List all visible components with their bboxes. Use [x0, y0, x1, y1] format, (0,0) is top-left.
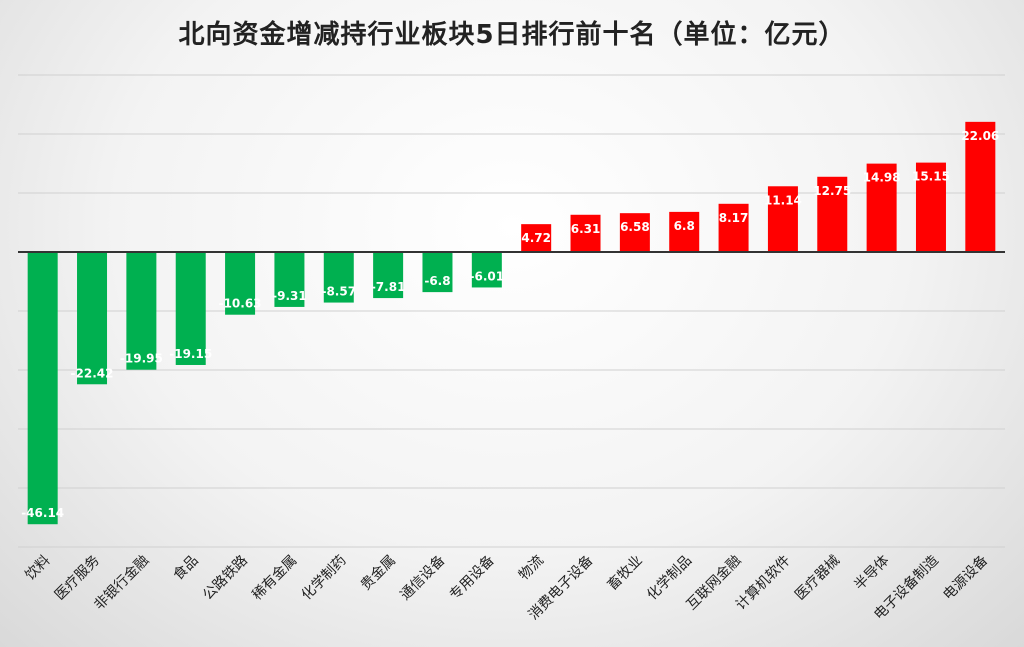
category-label-6: 化学制药 [299, 553, 350, 604]
data-label-2: -19.95 [120, 352, 163, 366]
bar-16 [817, 176, 848, 252]
data-label-16: 12.75 [813, 184, 851, 198]
data-label-13: 6.8 [674, 219, 695, 233]
bar-12 [619, 213, 650, 252]
bar-4 [225, 252, 256, 315]
bar-0 [27, 252, 58, 525]
category-label-17: 半导体 [851, 553, 892, 594]
category-label-3: 食品 [170, 552, 202, 584]
category-label-4: 公路铁路 [200, 553, 251, 604]
data-label-12: 6.58 [620, 220, 650, 234]
category-label-13: 化学制品 [644, 553, 695, 604]
bar-7 [373, 252, 404, 299]
data-label-18: 15.15 [912, 170, 950, 184]
category-label-12: 畜牧业 [605, 553, 646, 594]
data-label-11: 6.31 [571, 222, 601, 236]
bar-5 [274, 252, 305, 307]
bar-3 [175, 252, 206, 365]
bar-11 [570, 214, 601, 252]
data-label-10: 4.72 [521, 231, 551, 245]
data-label-0: -46.14 [21, 506, 64, 520]
category-label-0: 饮料 [22, 553, 53, 584]
data-label-8: -6.8 [424, 274, 450, 288]
bar-6 [323, 252, 354, 303]
bar-15 [767, 186, 798, 252]
bar-18 [915, 162, 946, 252]
data-label-17: 14.98 [863, 171, 901, 185]
data-label-9: -6.01 [470, 269, 505, 283]
bar-2 [126, 252, 157, 370]
bar-9 [471, 252, 502, 288]
bar-17 [866, 163, 897, 252]
category-label-7: 贵金属 [358, 553, 399, 594]
category-label-16: 医疗器械 [792, 553, 843, 604]
data-label-7: -7.81 [371, 280, 406, 294]
data-label-3: -19.15 [169, 347, 212, 361]
category-label-1: 医疗服务 [52, 553, 103, 604]
bar-8 [422, 252, 453, 293]
data-label-19: 22.06 [961, 129, 999, 143]
data-label-1: -22.42 [71, 366, 114, 380]
bar-1 [77, 252, 108, 385]
data-label-5: -9.31 [272, 289, 307, 303]
data-label-14: 8.17 [719, 211, 749, 225]
bar-10 [521, 224, 552, 252]
data-label-6: -8.57 [321, 285, 356, 299]
category-label-5: 稀有金属 [249, 553, 300, 604]
bar-14 [718, 203, 749, 252]
data-label-4: -10.63 [219, 297, 262, 311]
bar-13 [669, 211, 700, 252]
bar-19 [965, 121, 996, 252]
chart-title: 北向资金增减持行业板块5日排行前十名（单位：亿元） [178, 20, 846, 50]
category-label-19: 电源设备 [940, 552, 992, 604]
data-label-15: 11.14 [764, 193, 802, 207]
category-label-9: 专用设备 [446, 552, 498, 604]
category-label-10: 物流 [516, 553, 547, 584]
category-label-8: 通信设备 [397, 552, 449, 604]
